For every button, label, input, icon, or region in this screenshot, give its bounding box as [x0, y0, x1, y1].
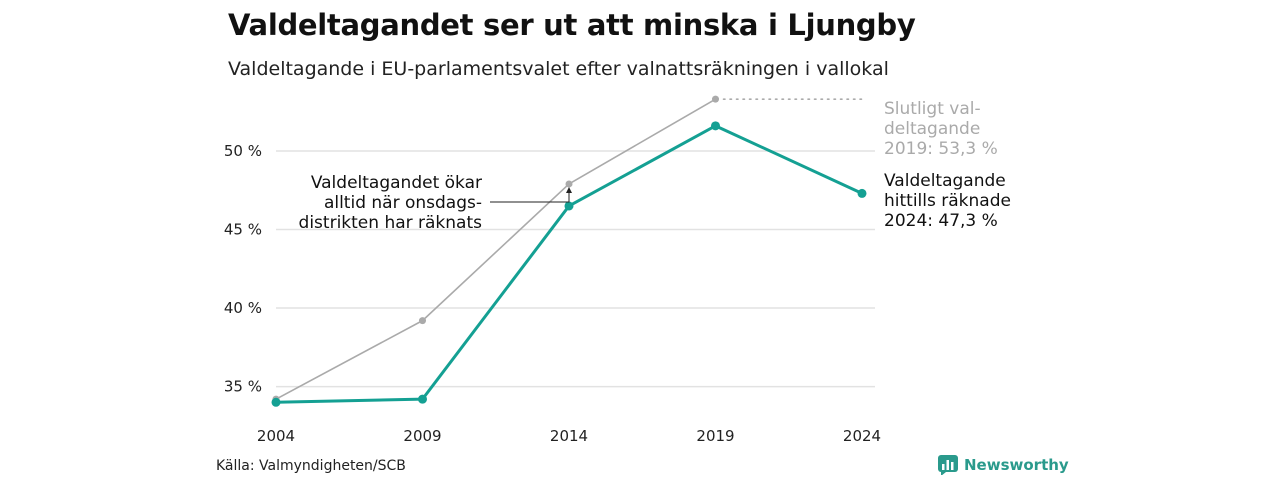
final-turnout-point [712, 95, 719, 103]
election-night-point [271, 397, 281, 407]
y-tick-label: 35 % [224, 378, 262, 396]
y-tick-label: 40 % [224, 299, 262, 317]
chart-title: Valdeltagandet ser ut att minska i Ljung… [228, 8, 916, 42]
brand-name: Newsworthy [964, 456, 1069, 474]
callout-text: distrikten har räknats [299, 213, 483, 233]
bar-chart-logo-icon [938, 455, 958, 475]
y-tick-label: 50 % [224, 142, 262, 160]
callout-arrowhead [566, 186, 572, 193]
callout-text: Valdeltagandet ökar [311, 173, 482, 193]
final-turnout-label: 2019: 53,3 % [884, 139, 998, 159]
election-night-point [711, 121, 720, 131]
final-turnout-label: Slutligt val- [884, 99, 981, 119]
x-tick-label: 2024 [843, 427, 881, 445]
source-text: Källa: Valmyndigheten/SCB [216, 458, 406, 474]
x-tick-label: 2004 [257, 427, 295, 445]
final-turnout-point [419, 317, 426, 325]
election-night-point [564, 201, 574, 211]
final-turnout-line [275, 98, 716, 400]
election-night-line [275, 124, 863, 404]
current-turnout-label: Valdeltagande [884, 171, 1006, 191]
callout-text: alltid när onsdags- [324, 193, 482, 213]
final-turnout-point [565, 180, 573, 188]
final-turnout-label: deltagande [884, 119, 980, 139]
x-tick-label: 2014 [550, 427, 588, 445]
callout-arrow [490, 189, 570, 203]
y-tick-label: 45 % [224, 221, 262, 239]
current-turnout-label: 2024: 47,3 % [884, 211, 998, 231]
chart-subtitle: Valdeltagande i EU-parlamentsvalet efter… [228, 58, 889, 80]
x-tick-label: 2019 [696, 427, 734, 445]
election-night-point [418, 394, 427, 404]
current-turnout-label: hittills räknade [884, 191, 1011, 211]
election-night-point [857, 188, 867, 198]
line-chart: 35 % 40 % 45 % 50 % 2004 2009 2014 2019 2024 Slut… [224, 95, 1011, 445]
brand-logo: Newsworthy [938, 455, 1069, 475]
x-tick-label: 2009 [403, 427, 441, 445]
